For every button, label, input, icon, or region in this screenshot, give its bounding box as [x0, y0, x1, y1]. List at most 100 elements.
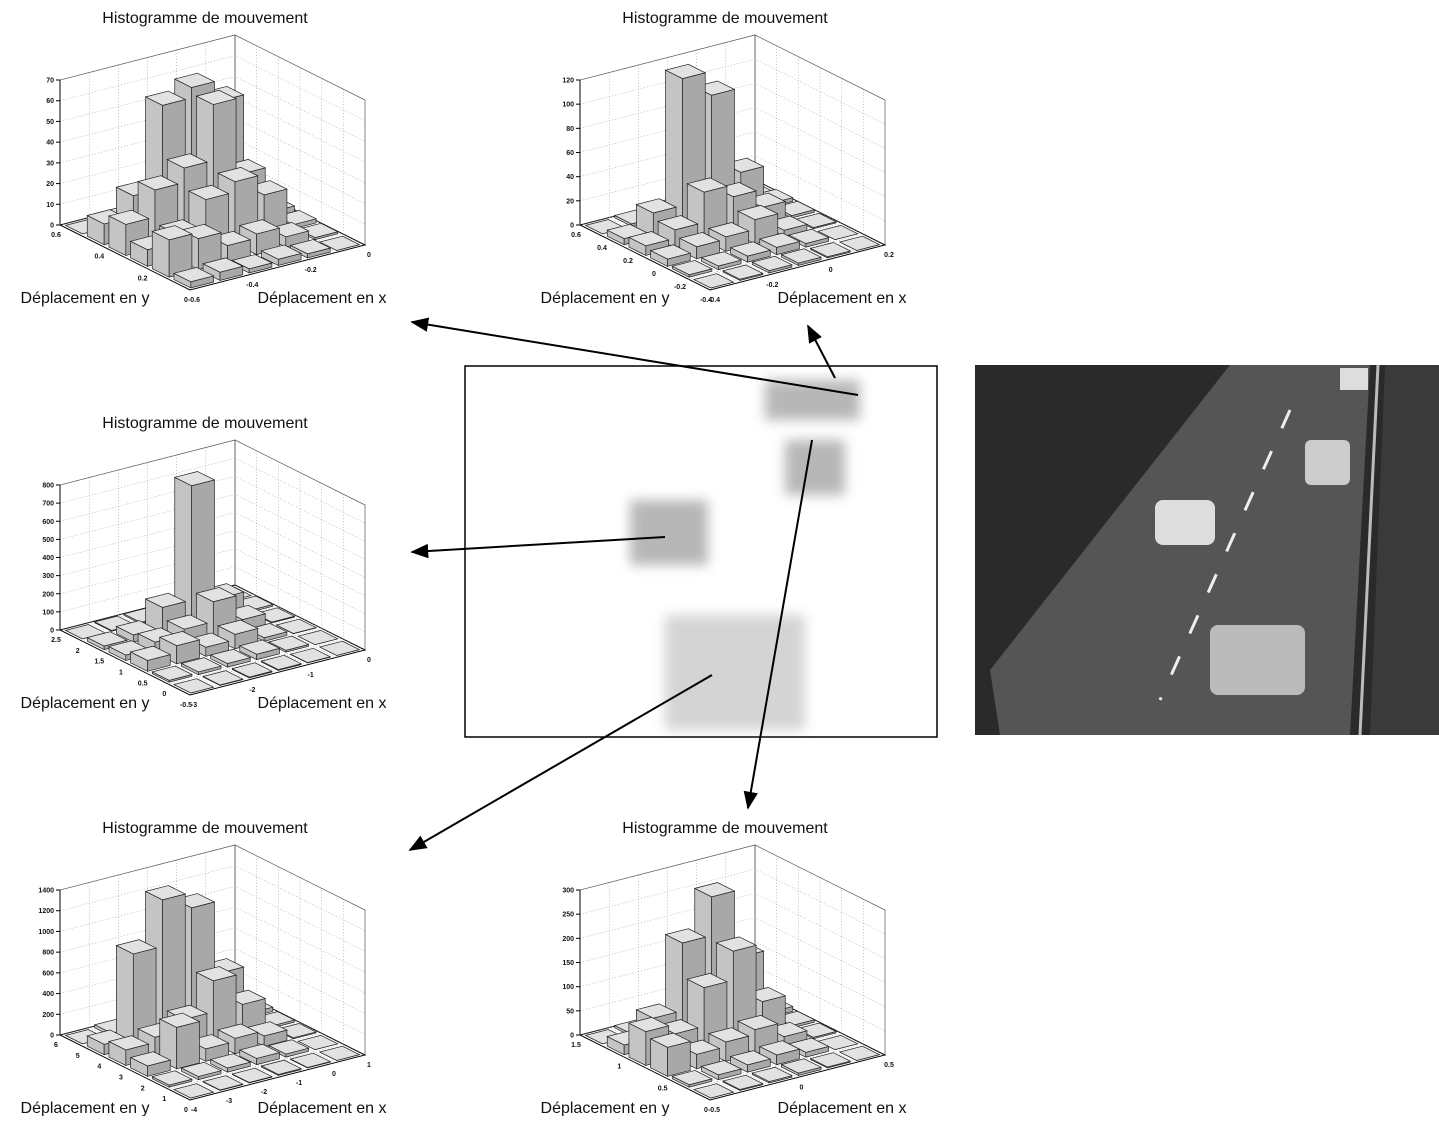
x-tick-label: -2	[261, 1089, 267, 1096]
histogram-panel: Histogramme de mouvement Déplacement en y…	[21, 820, 387, 1116]
x-tick-label: -3	[226, 1098, 232, 1105]
z-tick-label: 150	[562, 960, 574, 967]
x-tick-label: 0.5	[884, 1062, 894, 1069]
histogram-panel: Histogramme de mouvement Déplacement en y…	[21, 10, 387, 307]
x-tick-label: 0	[367, 657, 371, 664]
bar-top	[723, 1075, 763, 1089]
z-tick-label: 100	[562, 102, 574, 109]
y-axis-label: Déplacement en y	[21, 290, 150, 307]
y-tick-label: 0.5	[658, 1085, 668, 1092]
x-tick-label: -4	[191, 1107, 197, 1114]
z-tick-label: 0	[50, 223, 54, 230]
z-tick-label: 0	[570, 1033, 574, 1040]
bar-face	[177, 1022, 200, 1069]
z-tick-label: 800	[42, 950, 54, 957]
z-tick-label: 70	[46, 78, 54, 85]
z-tick-label: 1000	[38, 929, 54, 936]
x-tick-label: -2	[249, 687, 255, 694]
x-tick-label: 0	[800, 1085, 804, 1092]
y-tick-label: 6	[54, 1042, 58, 1049]
traffic-photo	[975, 365, 1439, 735]
x-tick-label: -0.5	[708, 1107, 720, 1114]
histogram-panel: Histogramme de mouvement Déplacement en y…	[541, 10, 907, 307]
z-tick-label: 0	[50, 628, 54, 635]
y-tick-label: 4	[97, 1064, 101, 1071]
x-axis-label: Déplacement en x	[778, 290, 907, 307]
z-tick-label: 80	[566, 126, 574, 133]
z-tick-label: 10	[46, 202, 54, 209]
y-tick-label: 1	[162, 1096, 166, 1103]
x-tick-label: -0.4	[708, 297, 720, 304]
y-axis-label: Déplacement en y	[21, 695, 150, 712]
bar-top	[261, 1060, 301, 1074]
panel-title: Histogramme de mouvement	[102, 820, 308, 837]
y-axis-label: Déplacement en y	[541, 1100, 670, 1116]
z-tick-label: 0	[570, 223, 574, 230]
bar-face	[116, 945, 133, 1047]
y-tick-label: 2	[76, 648, 80, 655]
z-tick-label: 200	[562, 936, 574, 943]
z-tick-label: 60	[46, 98, 54, 105]
y-tick-label: -0.2	[674, 284, 686, 291]
z-tick-label: 1200	[38, 908, 54, 915]
x-axis-label: Déplacement en x	[778, 1100, 907, 1116]
x-tick-label: -0.2	[766, 282, 778, 289]
panel-title: Histogramme de mouvement	[102, 415, 308, 432]
z-tick-label: 50	[566, 1008, 574, 1015]
z-tick-label: 800	[42, 483, 54, 490]
z-tick-label: 40	[566, 174, 574, 181]
z-tick-label: 100	[42, 609, 54, 616]
z-tick-label: 200	[42, 591, 54, 598]
x-tick-label: -0.4	[246, 282, 258, 289]
grid-line	[60, 845, 365, 910]
z-tick-label: 100	[562, 984, 574, 991]
bar	[651, 1033, 691, 1076]
z-tick-label: 0	[50, 1033, 54, 1040]
z-tick-label: 700	[42, 501, 54, 508]
y-tick-label: 0.5	[138, 680, 148, 687]
z-tick-label: 20	[566, 198, 574, 205]
y-tick-label: 1.5	[571, 1042, 581, 1049]
x-tick-label: 0	[332, 1071, 336, 1078]
y-tick-label: 0	[652, 271, 656, 278]
y-tick-label: 2.5	[51, 637, 61, 644]
z-tick-label: 400	[42, 991, 54, 998]
panel-title: Histogramme de mouvement	[622, 10, 828, 27]
bar-top	[261, 655, 301, 669]
y-tick-label: 0.6	[571, 232, 581, 239]
y-axis-label: Déplacement en y	[21, 1100, 150, 1116]
z-tick-label: 300	[42, 573, 54, 580]
x-axis-label: Déplacement en x	[258, 695, 387, 712]
figure: Histogramme de mouvement Déplacement en y…	[0, 0, 1439, 1116]
y-tick-label: 0.4	[597, 245, 607, 252]
x-tick-label: -1	[308, 672, 314, 679]
y-tick-label: 5	[76, 1053, 80, 1060]
panel-title: Histogramme de mouvement	[102, 10, 308, 27]
y-tick-label: 0	[184, 1107, 188, 1114]
z-tick-label: 300	[562, 888, 574, 895]
x-axis-label: Déplacement en x	[258, 1100, 387, 1116]
y-tick-label: 0	[162, 691, 166, 698]
y-tick-label: 3	[119, 1075, 123, 1082]
y-tick-label: 1	[119, 670, 123, 677]
bar-top	[232, 663, 272, 677]
x-tick-label: -3	[191, 702, 197, 709]
x-tick-label: -0.6	[188, 297, 200, 304]
z-tick-label: 40	[46, 140, 54, 147]
z-tick-label: 600	[42, 519, 54, 526]
y-tick-label: 0.4	[94, 254, 104, 261]
y-tick-label: 0.2	[623, 258, 633, 265]
z-tick-label: 1400	[38, 888, 54, 895]
x-tick-label: 1	[367, 1062, 371, 1069]
x-tick-label: -0.2	[305, 267, 317, 274]
z-tick-label: 250	[562, 912, 574, 919]
z-tick-label: 20	[46, 181, 54, 188]
y-tick-label: 2	[141, 1085, 145, 1092]
x-tick-label: 0	[829, 267, 833, 274]
y-tick-label: 0.2	[138, 275, 148, 282]
z-tick-label: 120	[562, 78, 574, 85]
x-tick-label: 0	[367, 252, 371, 259]
x-tick-label: 0.2	[884, 252, 894, 259]
y-axis-label: Déplacement en y	[541, 290, 670, 307]
